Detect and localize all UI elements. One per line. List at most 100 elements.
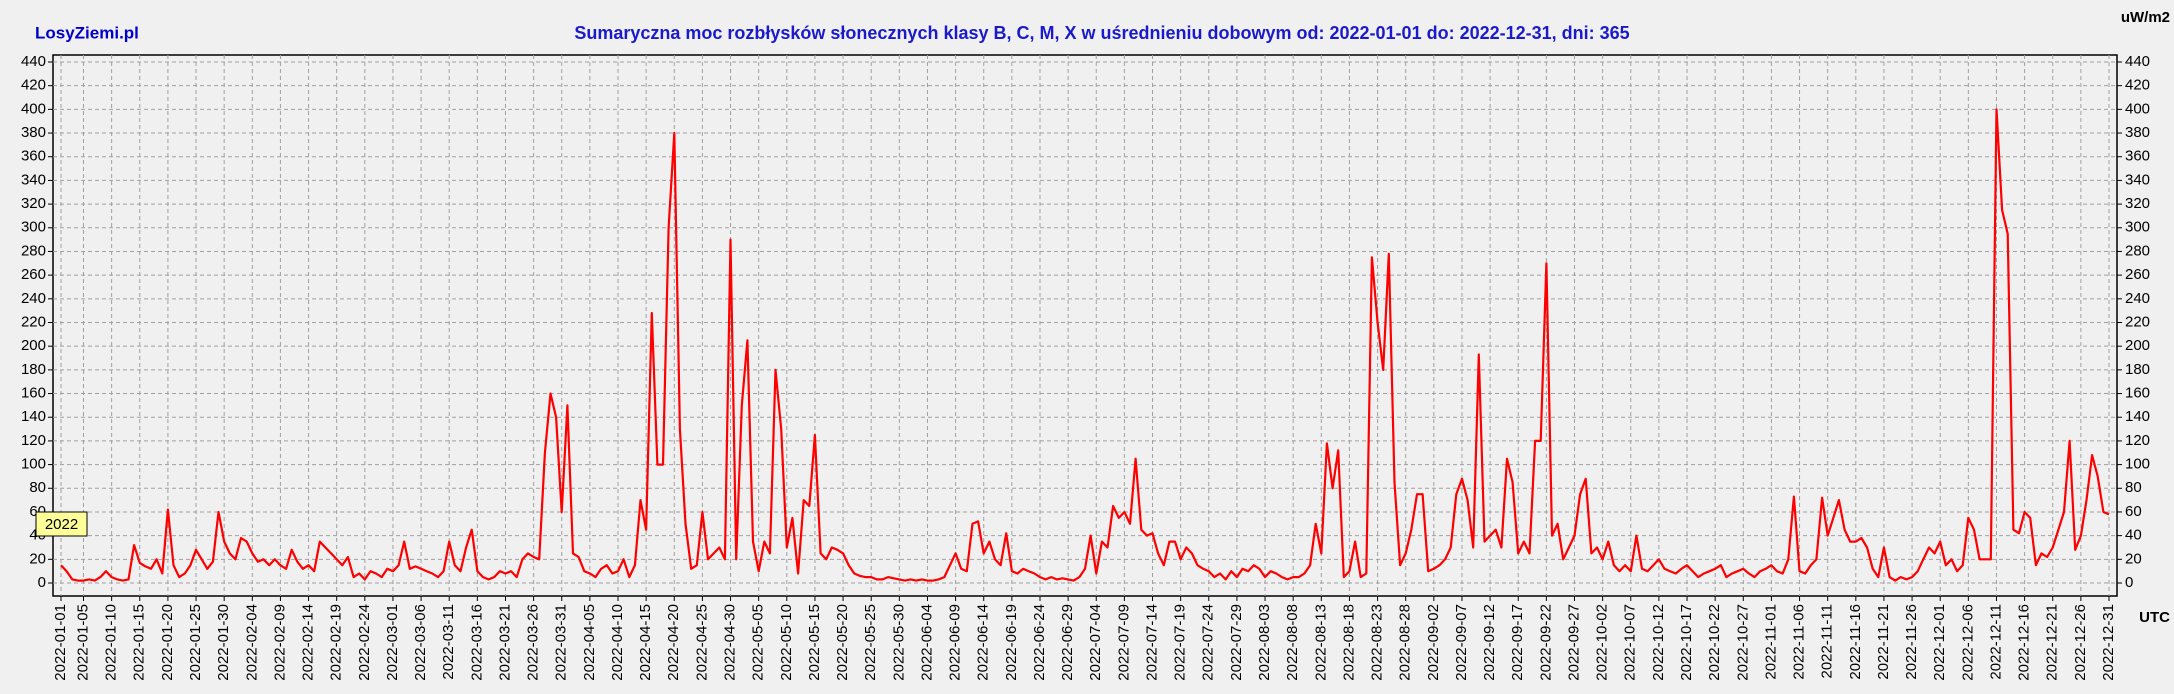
x-tick-label: 2022-03-01 bbox=[384, 604, 401, 681]
y-tick-label: 140 bbox=[21, 408, 46, 425]
x-tick-label: 2022-12-11 bbox=[1987, 604, 2004, 680]
y2-tick-label: 440 bbox=[2125, 53, 2150, 70]
x-tick-label: 2022-12-26 bbox=[2072, 604, 2089, 681]
x-tick-label: 2022-12-16 bbox=[2016, 604, 2033, 681]
x-tick-label: 2022-11-26 bbox=[1903, 604, 1920, 680]
x-tick-label: 2022-11-21 bbox=[1875, 604, 1892, 680]
y-tick-label: 160 bbox=[21, 385, 46, 402]
y-tick-label: 400 bbox=[21, 100, 46, 117]
y2-tick-label: 240 bbox=[2125, 290, 2150, 307]
chart-title: Sumaryczna moc rozbłysków słonecznych kl… bbox=[574, 23, 1629, 43]
x-tick-label: 2022-10-22 bbox=[1706, 604, 1723, 681]
series bbox=[60, 108, 2110, 582]
x-tick-label: 2022-09-02 bbox=[1425, 604, 1442, 681]
y-unit: uW/m2 bbox=[2121, 9, 2170, 26]
y-tick-label: 300 bbox=[21, 219, 46, 236]
x-unit: UTC bbox=[2139, 609, 2170, 626]
x-tick-label: 2022-03-06 bbox=[412, 604, 429, 681]
x-tick-label: 2022-11-06 bbox=[1791, 604, 1808, 680]
x-tick-label: 2022-06-24 bbox=[1031, 604, 1048, 681]
x-tick-label: 2022-01-25 bbox=[187, 604, 204, 681]
x-tick-label: 2022-12-21 bbox=[2044, 604, 2061, 681]
y-tick-label: 320 bbox=[21, 195, 46, 212]
x-tick-label: 2022-05-25 bbox=[862, 604, 879, 681]
y-tick-label: 80 bbox=[29, 479, 46, 496]
y-tick-label: 440 bbox=[21, 53, 46, 70]
x-tick-label: 2022-01-01 bbox=[52, 604, 69, 681]
x-tick-label: 2022-08-08 bbox=[1284, 604, 1301, 681]
x-tick-label: 2022-03-26 bbox=[525, 604, 542, 681]
x-tick-label: 2022-08-28 bbox=[1397, 604, 1414, 681]
x-tick-label: 2022-06-19 bbox=[1003, 604, 1020, 681]
brand: LosyZiemi.pl bbox=[35, 23, 139, 42]
x-tick-label: 2022-04-25 bbox=[693, 604, 710, 681]
x-tick-label: 2022-10-27 bbox=[1734, 604, 1751, 681]
y2-tick-label: 360 bbox=[2125, 148, 2150, 165]
y-tick-label: 0 bbox=[38, 574, 46, 591]
x-tick-label: 2022-09-27 bbox=[1565, 604, 1582, 681]
x-tick-label: 2022-07-14 bbox=[1143, 604, 1160, 681]
x-tick-label: 2022-01-30 bbox=[215, 604, 232, 681]
x-tick-label: 2022-08-23 bbox=[1369, 604, 1386, 681]
x-tick-label: 2022-08-13 bbox=[1312, 604, 1329, 681]
plot-frame bbox=[52, 54, 2118, 597]
y-tick-label: 380 bbox=[21, 124, 46, 141]
y2-tick-label: 340 bbox=[2125, 171, 2150, 188]
y2-tick-label: 260 bbox=[2125, 266, 2150, 283]
x-tick-label: 2022-06-04 bbox=[918, 604, 935, 681]
y2-tick-label: 100 bbox=[2125, 456, 2150, 473]
data-line bbox=[60, 108, 2110, 582]
x-tick-label: 2022-10-12 bbox=[1650, 604, 1667, 681]
x-tick-label: 2022-07-19 bbox=[1172, 604, 1189, 681]
y2-tick-label: 320 bbox=[2125, 195, 2150, 212]
x-tick-label: 2022-07-04 bbox=[1087, 604, 1104, 681]
y-tick-label: 20 bbox=[29, 550, 46, 567]
x-tick-label: 2022-05-30 bbox=[890, 604, 907, 681]
x-tick-label: 2022-09-12 bbox=[1481, 604, 1498, 681]
x-tick-label: 2022-04-10 bbox=[609, 604, 626, 681]
y-tick-label: 100 bbox=[21, 456, 46, 473]
x-tick-label: 2022-04-05 bbox=[581, 604, 598, 681]
grid bbox=[53, 55, 2117, 596]
x-tick-label: 2022-02-24 bbox=[356, 604, 373, 681]
y-tick-label: 360 bbox=[21, 148, 46, 165]
x-tick-label: 2022-02-04 bbox=[243, 604, 260, 681]
x-tick-label: 2022-10-07 bbox=[1622, 604, 1639, 681]
x-tick-label: 2022-01-20 bbox=[159, 604, 176, 681]
x-tick-label: 2022-04-30 bbox=[722, 604, 739, 681]
x-tick-label: 2022-06-29 bbox=[1059, 604, 1076, 681]
x-tick-label: 2022-05-20 bbox=[834, 604, 851, 681]
y2-tick-label: 120 bbox=[2125, 432, 2150, 449]
y2-tick-label: 200 bbox=[2125, 337, 2150, 354]
y2-tick-label: 220 bbox=[2125, 313, 2150, 330]
x-tick-label: 2022-06-09 bbox=[947, 604, 964, 681]
y-tick-label: 340 bbox=[21, 171, 46, 188]
y2-tick-label: 180 bbox=[2125, 361, 2150, 378]
x-tick-label: 2022-03-16 bbox=[468, 604, 485, 681]
y2-tick-label: 140 bbox=[2125, 408, 2150, 425]
x-tick-label: 2022-03-11 bbox=[440, 604, 457, 680]
x-tick-label: 2022-12-06 bbox=[1959, 604, 1976, 681]
y-tick-label: 260 bbox=[21, 266, 46, 283]
y-tick-label: 120 bbox=[21, 432, 46, 449]
x-tick-label: 2022-07-24 bbox=[1200, 604, 1217, 681]
x-tick-label: 2022-04-15 bbox=[637, 604, 654, 681]
x-tick-label: 2022-08-03 bbox=[1256, 604, 1273, 681]
y2-tick-label: 380 bbox=[2125, 124, 2150, 141]
x-tick-label: 2022-07-29 bbox=[1228, 604, 1245, 681]
x-tick-label: 2022-11-01 bbox=[1762, 604, 1779, 680]
x-tick-label: 2022-12-31 bbox=[2100, 604, 2117, 681]
y-tick-label: 180 bbox=[21, 361, 46, 378]
y2-tick-label: 280 bbox=[2125, 242, 2150, 259]
x-tick-label: 2022-02-09 bbox=[271, 604, 288, 681]
y2-tick-label: 80 bbox=[2125, 479, 2142, 496]
year-box bbox=[35, 511, 88, 537]
x-tick-label: 2022-02-19 bbox=[328, 604, 345, 681]
x-tick-label: 2022-09-22 bbox=[1537, 604, 1554, 681]
y2-tick-label: 420 bbox=[2125, 77, 2150, 94]
x-tick-label: 2022-05-10 bbox=[778, 604, 795, 681]
y2-tick-label: 20 bbox=[2125, 550, 2142, 567]
y-tick-label: 240 bbox=[21, 290, 46, 307]
y-tick-label: 280 bbox=[21, 242, 46, 259]
